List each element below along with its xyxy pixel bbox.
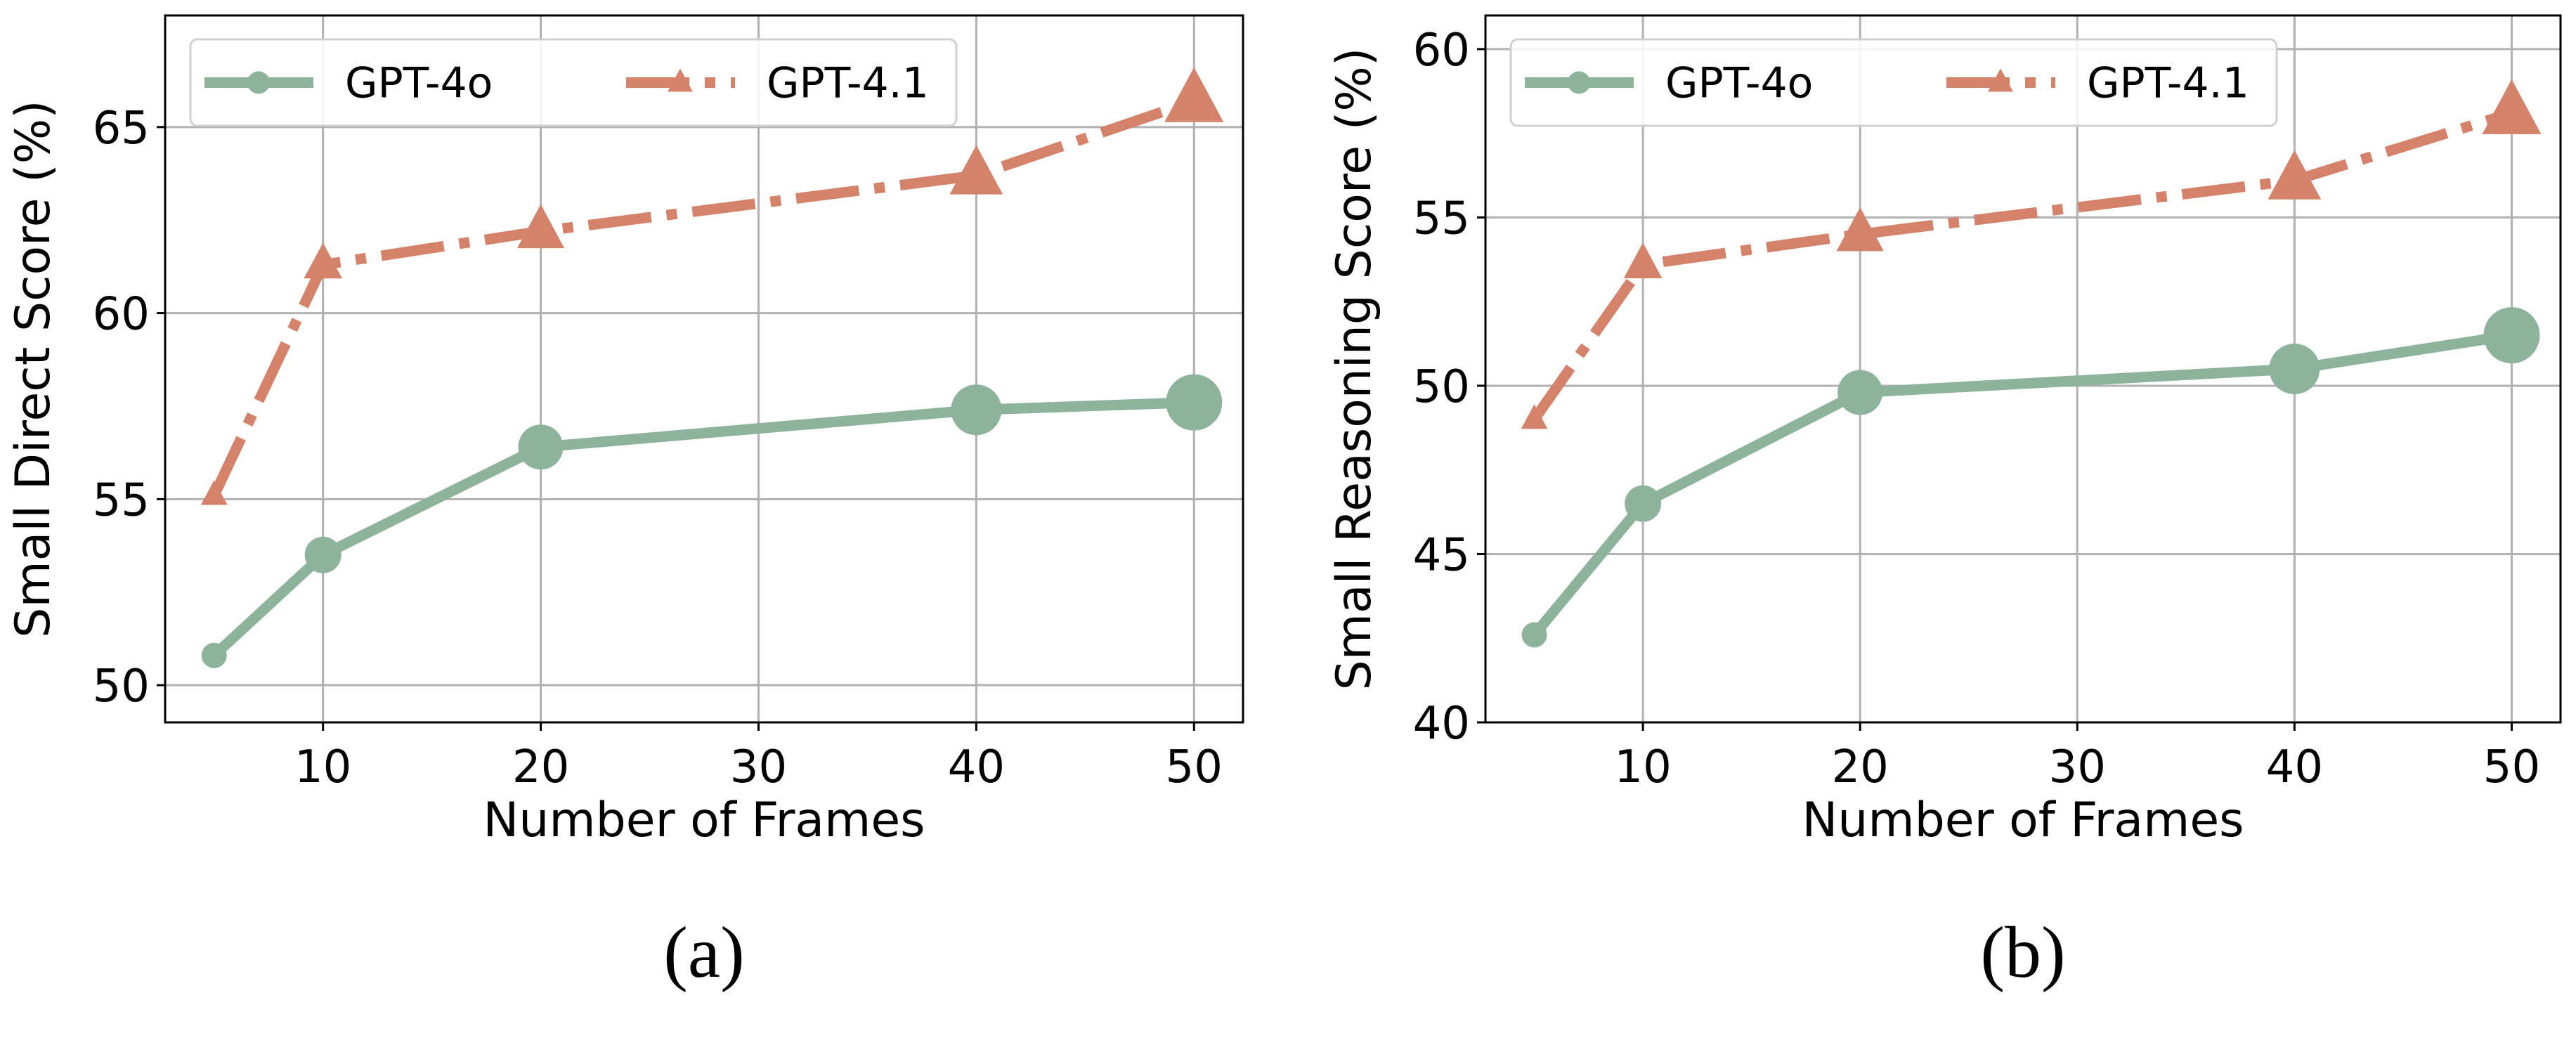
data-point-gpt-4.1 bbox=[949, 145, 1003, 195]
chart-b: 10 20 30 40 50 40 45 50 55 60 GPT-4o GPT-4.1 Number … bbox=[1327, 14, 2562, 993]
y-tick-label: 55 bbox=[93, 474, 150, 526]
y-tick-label: 50 bbox=[93, 661, 150, 713]
legend-marker-triangle bbox=[668, 68, 693, 92]
legend-label: GPT-4.1 bbox=[767, 59, 929, 108]
x-axis-label: Number of Frames bbox=[483, 793, 925, 848]
data-point-gpt-4o bbox=[2269, 344, 2320, 394]
y-tick-label: 60 bbox=[1413, 25, 1470, 77]
y-tick-label: 45 bbox=[1413, 529, 1470, 581]
legend bbox=[189, 38, 958, 127]
axes-frame bbox=[164, 14, 1244, 724]
data-point-gpt-4.1 bbox=[1623, 242, 1663, 278]
data-point-gpt-4.1 bbox=[1164, 67, 1224, 122]
x-tick-label: 50 bbox=[1166, 741, 1223, 793]
x-tick-label: 40 bbox=[948, 741, 1005, 793]
axes-frame bbox=[1484, 14, 2562, 724]
x-tick-label: 30 bbox=[730, 741, 787, 793]
series-line-gpt-4o bbox=[210, 397, 1195, 660]
x-tick-label: 20 bbox=[512, 741, 569, 793]
x-axis-label: Number of Frames bbox=[1802, 793, 2244, 848]
x-tick-label: 40 bbox=[2266, 741, 2323, 793]
data-point-gpt-4.1 bbox=[516, 204, 565, 249]
y-axis-label: Small Direct Score (%) bbox=[6, 100, 61, 637]
data-point-gpt-4o bbox=[1625, 485, 1662, 522]
data-point-gpt-4o bbox=[304, 536, 341, 573]
data-point-gpt-4o bbox=[1837, 370, 1883, 415]
data-point-gpt-4o bbox=[1521, 622, 1547, 648]
y-tick-label: 55 bbox=[1413, 193, 1470, 245]
data-point-gpt-4o bbox=[2483, 307, 2540, 364]
x-tick-label: 10 bbox=[1614, 741, 1671, 793]
caption: (a) bbox=[663, 912, 744, 993]
legend-marker-circle bbox=[247, 71, 270, 94]
data-point-gpt-4.1 bbox=[1521, 404, 1548, 429]
y-axis-label: Small Reasoning Score (%) bbox=[1327, 48, 1382, 691]
data-point-gpt-4o bbox=[951, 384, 1002, 436]
data-point-gpt-4.1 bbox=[304, 242, 342, 279]
legend-label: GPT-4o bbox=[345, 59, 493, 108]
data-point-gpt-4.1 bbox=[2268, 150, 2322, 200]
series-line-gpt-4o bbox=[1530, 330, 2513, 639]
data-point-gpt-4o bbox=[1166, 374, 1223, 431]
caption: (b) bbox=[1980, 912, 2065, 993]
y-tick-label: 40 bbox=[1413, 698, 1470, 750]
legend-label: GPT-4o bbox=[1665, 59, 1813, 108]
x-tick-label: 50 bbox=[2483, 741, 2540, 793]
data-point-gpt-4.1 bbox=[1836, 207, 1884, 252]
legend-marker-triangle bbox=[1988, 68, 2013, 92]
x-tick-label: 20 bbox=[1831, 741, 1888, 793]
legend bbox=[1509, 38, 2278, 127]
x-tick-label: 10 bbox=[294, 741, 351, 793]
legend-label: GPT-4.1 bbox=[2087, 59, 2249, 108]
y-tick-label: 50 bbox=[1413, 361, 1470, 413]
data-point-gpt-4.1 bbox=[200, 480, 228, 505]
legend-marker-circle bbox=[1568, 71, 1590, 94]
y-tick-label: 60 bbox=[93, 289, 150, 341]
data-point-gpt-4o bbox=[518, 424, 564, 470]
data-point-gpt-4o bbox=[201, 642, 227, 668]
data-point-gpt-4.1 bbox=[2482, 79, 2542, 134]
chart-a: 10 20 30 40 50 50 55 60 65 GPT-4o GPT-4.1 Number of… bbox=[6, 14, 1244, 993]
series-line-gpt-4.1 bbox=[1530, 108, 2513, 423]
y-tick-label: 65 bbox=[93, 103, 150, 155]
x-tick-label: 30 bbox=[2049, 741, 2106, 793]
